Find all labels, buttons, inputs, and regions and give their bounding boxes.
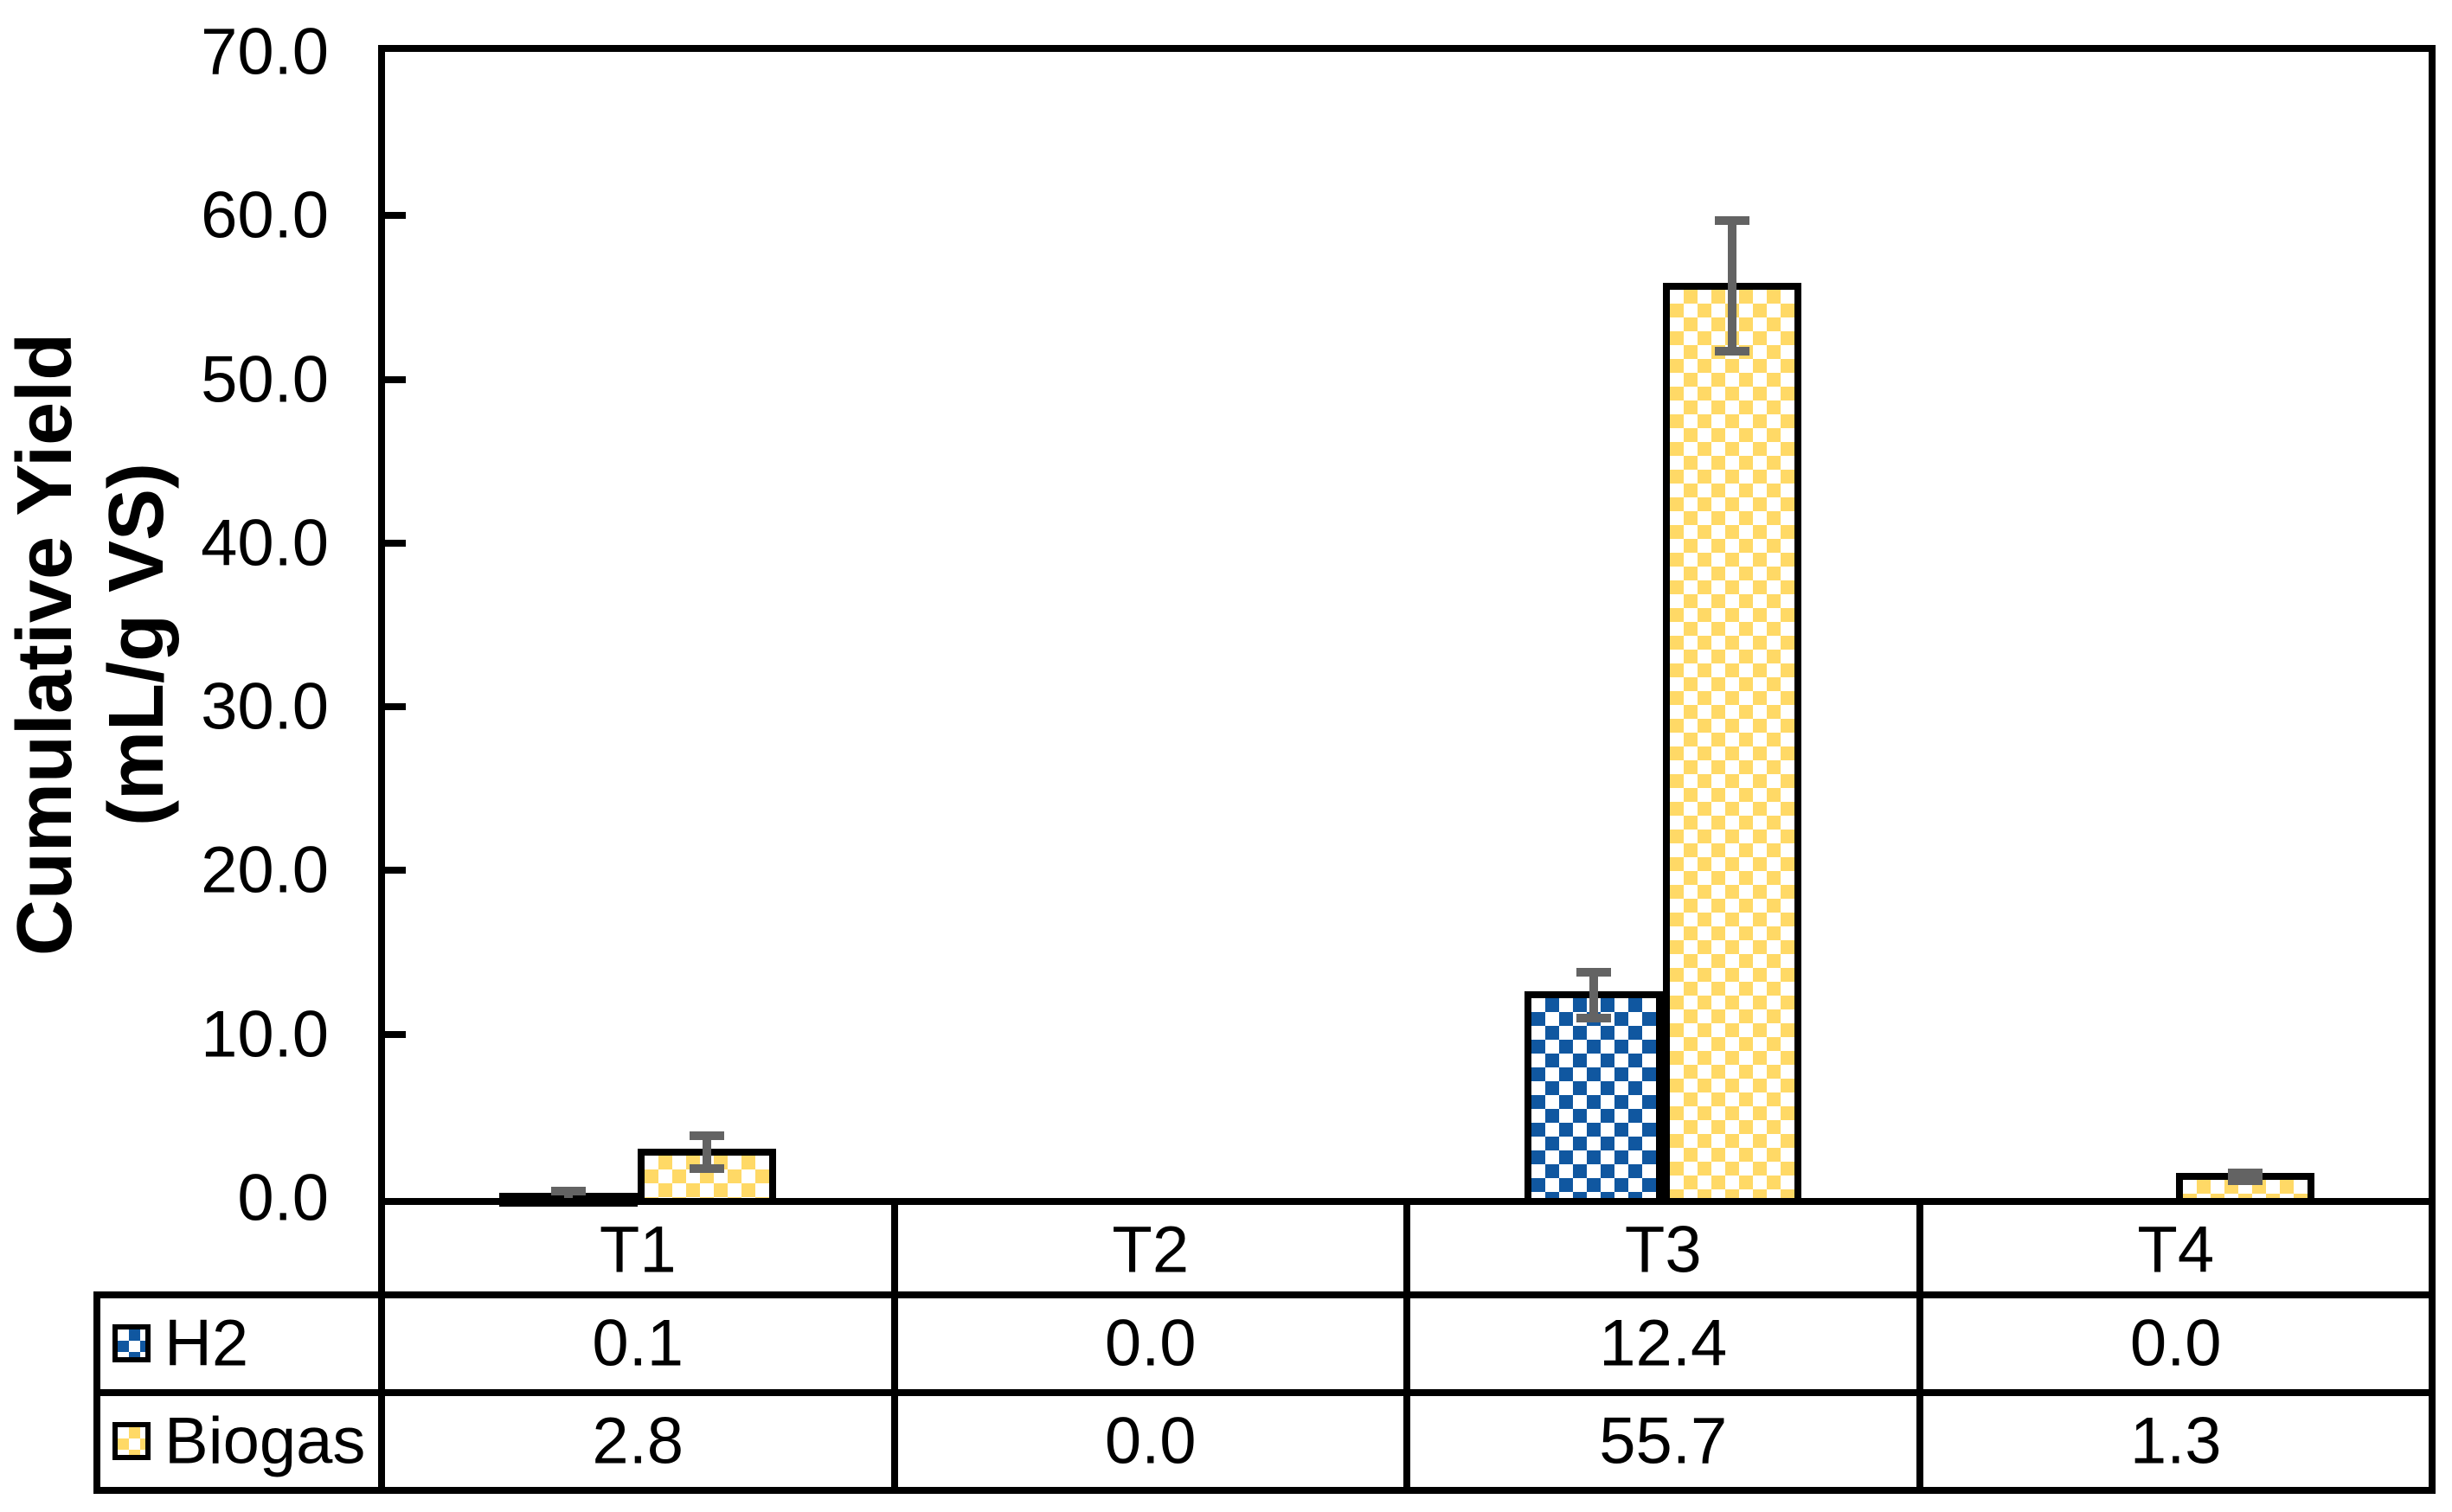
- error-bar-cap-bottom: [1576, 1013, 1612, 1022]
- data-table-column-divider: [890, 1291, 898, 1494]
- category-divider-line: [378, 1205, 385, 1298]
- y-axis-tick-label: 0.0: [237, 1161, 329, 1235]
- error-bar-line: [703, 1136, 712, 1169]
- y-axis-tick-mark: [385, 703, 406, 711]
- data-table-row-divider: [93, 1389, 2436, 1396]
- y-axis-tick-mark: [385, 212, 406, 220]
- y-axis-tick-label: 60.0: [201, 178, 329, 253]
- legend-label-biogas: Biogas: [164, 1404, 366, 1478]
- table-value-h2-t3: 12.4: [1599, 1306, 1728, 1381]
- bar-h2-t3: [1524, 991, 1664, 1205]
- legend-swatch-biogas: [112, 1422, 151, 1460]
- x-axis-category-label: T1: [599, 1213, 677, 1287]
- table-value-biogas-t4: 1.3: [2129, 1404, 2222, 1478]
- y-axis-tick-label: 40.0: [201, 506, 329, 580]
- y-axis-tick-label: 30.0: [201, 670, 329, 744]
- category-divider-line: [1916, 1205, 1923, 1298]
- error-bar-cap-bottom: [690, 1163, 725, 1173]
- legend-swatch-h2: [112, 1324, 151, 1362]
- y-axis-tick-label: 50.0: [201, 343, 329, 417]
- table-value-h2-t2: 0.0: [1104, 1306, 1197, 1381]
- error-bar-cap-top: [690, 1131, 725, 1141]
- y-axis-tick-label: 70.0: [201, 15, 329, 89]
- category-divider-line: [1403, 1205, 1410, 1298]
- x-axis-category-label: T4: [2137, 1213, 2215, 1287]
- y-axis-tick-mark: [385, 867, 406, 875]
- x-axis-category-label: T2: [1112, 1213, 1190, 1287]
- error-bar-cap-top: [551, 1187, 587, 1196]
- legend-label-h2: H2: [164, 1306, 249, 1381]
- x-axis-category-label: T3: [1624, 1213, 1702, 1287]
- category-divider-line: [2429, 1205, 2436, 1298]
- bar-biogas-t3: [1663, 282, 1802, 1205]
- error-bar-cap-top: [1576, 967, 1612, 977]
- data-table-column-divider: [1916, 1291, 1923, 1494]
- y-axis-tick-mark: [385, 375, 406, 383]
- error-bar-line: [1589, 971, 1599, 1018]
- data-table-column-divider: [378, 1291, 385, 1494]
- table-value-biogas-t2: 0.0: [1104, 1404, 1197, 1478]
- table-value-h2-t4: 0.0: [2129, 1306, 2222, 1381]
- error-bar-cap-top: [2227, 1168, 2263, 1177]
- y-axis-tick-mark: [385, 1030, 406, 1038]
- table-value-biogas-t1: 2.8: [592, 1404, 684, 1478]
- error-bar-line: [1728, 220, 1737, 352]
- error-bar-cap-top: [1715, 215, 1750, 225]
- table-value-h2-t1: 0.1: [592, 1306, 684, 1381]
- error-bar-cap-bottom: [2227, 1176, 2263, 1186]
- table-value-biogas-t3: 55.7: [1599, 1404, 1728, 1478]
- category-divider-line: [890, 1205, 898, 1298]
- plot-area: [378, 45, 2436, 1205]
- y-axis-tick-label: 20.0: [201, 833, 329, 907]
- y-axis-tick-label: 10.0: [201, 997, 329, 1072]
- data-table-column-divider: [1403, 1291, 1410, 1494]
- y-axis-tick-mark: [385, 539, 406, 547]
- y-axis-title-line1: Cumulative Yield: [2, 332, 88, 957]
- error-bar-cap-bottom: [1715, 347, 1750, 356]
